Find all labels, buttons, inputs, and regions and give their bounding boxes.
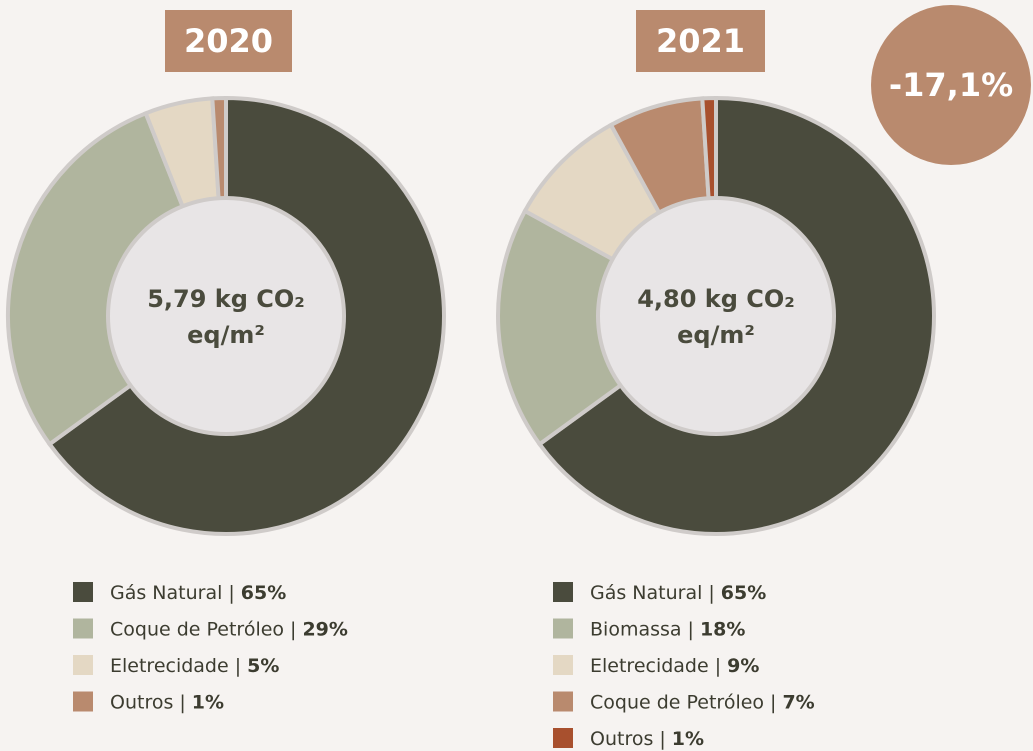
legend-label: Biomassa | 18%: [590, 618, 745, 640]
legend-swatch: [553, 655, 573, 675]
donut-hole: [596, 196, 836, 436]
legend-label: Eletrecidade | 9%: [590, 655, 759, 677]
annotation-badge: [871, 5, 1031, 165]
legend-category: Biomassa: [590, 618, 682, 640]
legend-separator: |: [179, 691, 185, 713]
center-label: 5,79 kg CO₂: [147, 285, 305, 313]
chart-title: 2020: [184, 22, 273, 60]
legend-separator: |: [659, 728, 665, 750]
legend-label: Gás Natural | 65%: [590, 582, 766, 604]
legend-label: Eletrecidade | 5%: [110, 655, 279, 677]
legend-category: Gás Natural: [110, 582, 222, 604]
legend-label: Coque de Petróleo | 7%: [590, 691, 815, 713]
legend-swatch: [553, 728, 573, 748]
legend-separator: |: [290, 618, 296, 640]
legend-separator: |: [708, 582, 714, 604]
chart-title: 2021: [656, 22, 745, 60]
legend-category: Outros: [590, 728, 653, 750]
legend-value: 7%: [782, 691, 814, 713]
legend-label: Gás Natural | 65%: [110, 582, 286, 604]
legend-category: Eletrecidade: [110, 655, 229, 677]
legend-value: 9%: [727, 655, 759, 677]
legend-separator: |: [715, 655, 721, 677]
legend-label: Coque de Petróleo | 29%: [110, 618, 348, 640]
legend-separator: |: [228, 582, 234, 604]
legend-swatch: [553, 691, 573, 712]
legend-swatch: [73, 582, 93, 602]
legend-swatch: [553, 582, 573, 602]
title-box: [636, 10, 765, 72]
legend-label: Outros | 1%: [590, 728, 704, 750]
center-label: eq/m²: [187, 321, 265, 349]
legend-swatch: [73, 655, 93, 675]
legend-value: 65%: [241, 582, 286, 604]
center-label: eq/m²: [677, 321, 755, 349]
legend-category: Gás Natural: [590, 582, 702, 604]
legend-swatch: [73, 691, 93, 712]
legend-category: Coque de Petróleo: [110, 618, 284, 640]
legend-value: 18%: [700, 618, 745, 640]
title-box: [165, 10, 292, 72]
legend-swatch: [73, 618, 93, 639]
legend-value: 5%: [247, 655, 279, 677]
legend-category: Coque de Petróleo: [590, 691, 764, 713]
legend-value: 29%: [302, 618, 347, 640]
legend-category: Outros: [110, 691, 173, 713]
legend-separator: |: [688, 618, 694, 640]
donut-hole: [106, 196, 346, 436]
legend-value: 1%: [192, 691, 224, 713]
legend-separator: |: [770, 691, 776, 713]
center-label: 4,80 kg CO₂: [637, 285, 795, 313]
legend-swatch: [553, 618, 573, 639]
legend-value: 65%: [721, 582, 766, 604]
annotation: -17,1%: [889, 66, 1013, 104]
legend-category: Eletrecidade: [590, 655, 709, 677]
legend-label: Outros | 1%: [110, 691, 224, 713]
legend-value: 1%: [672, 728, 704, 750]
legend-separator: |: [235, 655, 241, 677]
